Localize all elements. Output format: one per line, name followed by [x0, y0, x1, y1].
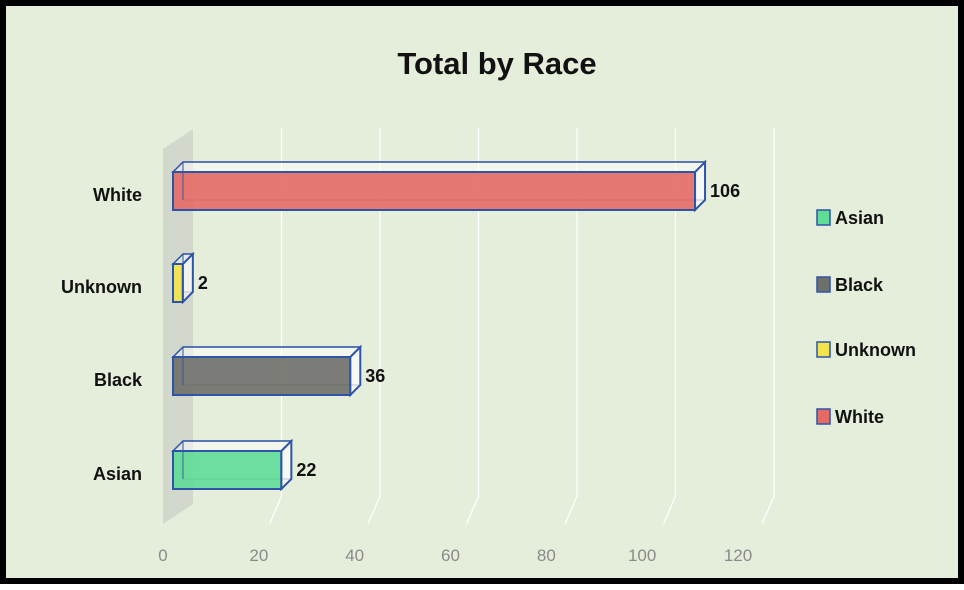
- category-label-unknown: Unknown: [61, 277, 142, 297]
- legend-item-asian: Asian: [816, 208, 884, 228]
- chart-side-wall: [163, 129, 193, 524]
- data-label-unknown: 2: [198, 273, 208, 293]
- gridline-floor-40: [367, 495, 381, 525]
- x-tick-label-20: 20: [249, 546, 268, 565]
- chart-title: Total by Race: [397, 46, 596, 81]
- bar-front-black: [172, 356, 352, 396]
- bar-top-asian: [171, 440, 294, 452]
- data-label-black: 36: [365, 366, 385, 386]
- bar-end-black: [349, 344, 362, 398]
- gridline-floor-60: [465, 495, 480, 525]
- legend-swatch-unknown: [816, 341, 831, 358]
- bar-front-asian: [172, 450, 283, 490]
- bar-front-white: [172, 171, 697, 211]
- data-label-white: 106: [710, 181, 740, 201]
- legend-item-black: Black: [816, 275, 884, 295]
- bar-end-asian: [280, 438, 293, 492]
- bar-white: 106: [171, 159, 740, 213]
- legend-swatch-white: [816, 408, 831, 425]
- x-tick-label-40: 40: [345, 546, 364, 565]
- x-tick-label-100: 100: [628, 546, 656, 565]
- bar-end-white: [694, 159, 707, 213]
- x-tick-label-0: 0: [158, 546, 167, 565]
- bar-black: 36: [171, 344, 385, 398]
- gridline-floor-20: [268, 495, 283, 525]
- category-labels: Asian Black Unknown White: [61, 185, 143, 484]
- data-label-asian: 22: [296, 460, 316, 480]
- x-tick-label-80: 80: [537, 546, 556, 565]
- bar-top-black: [171, 346, 363, 358]
- x-tick-label-120: 120: [724, 546, 752, 565]
- category-label-asian: Asian: [93, 464, 142, 484]
- category-label-black: Black: [94, 370, 143, 390]
- gridline-floor-80: [564, 495, 578, 525]
- bar-front-unknown: [172, 263, 184, 303]
- legend: Asian Black Unknown White: [816, 208, 916, 427]
- legend-label-black: Black: [835, 275, 884, 295]
- category-label-white: White: [93, 185, 142, 205]
- gridline-floor-100: [662, 495, 677, 525]
- bar-chart: Total by Race 22 36 2 106 Asian Black Unknown…: [61, 46, 916, 565]
- legend-item-white: White: [816, 407, 884, 427]
- legend-swatch-asian: [816, 209, 831, 226]
- bar-top-white: [171, 161, 707, 173]
- x-tick-label-60: 60: [441, 546, 460, 565]
- legend-label-white: White: [835, 407, 884, 427]
- legend-item-unknown: Unknown: [816, 340, 916, 360]
- x-axis-ticks: 0 20 40 60 80 100 120: [158, 546, 752, 565]
- gridline-floor-120: [761, 495, 775, 525]
- legend-label-asian: Asian: [835, 208, 884, 228]
- legend-swatch-black: [816, 276, 831, 293]
- bar-end-unknown: [181, 251, 194, 305]
- bars: 22 36 2 106: [171, 159, 740, 492]
- bar-asian: 22: [171, 438, 316, 492]
- bar-unknown: 2: [171, 251, 208, 305]
- legend-label-unknown: Unknown: [835, 340, 916, 360]
